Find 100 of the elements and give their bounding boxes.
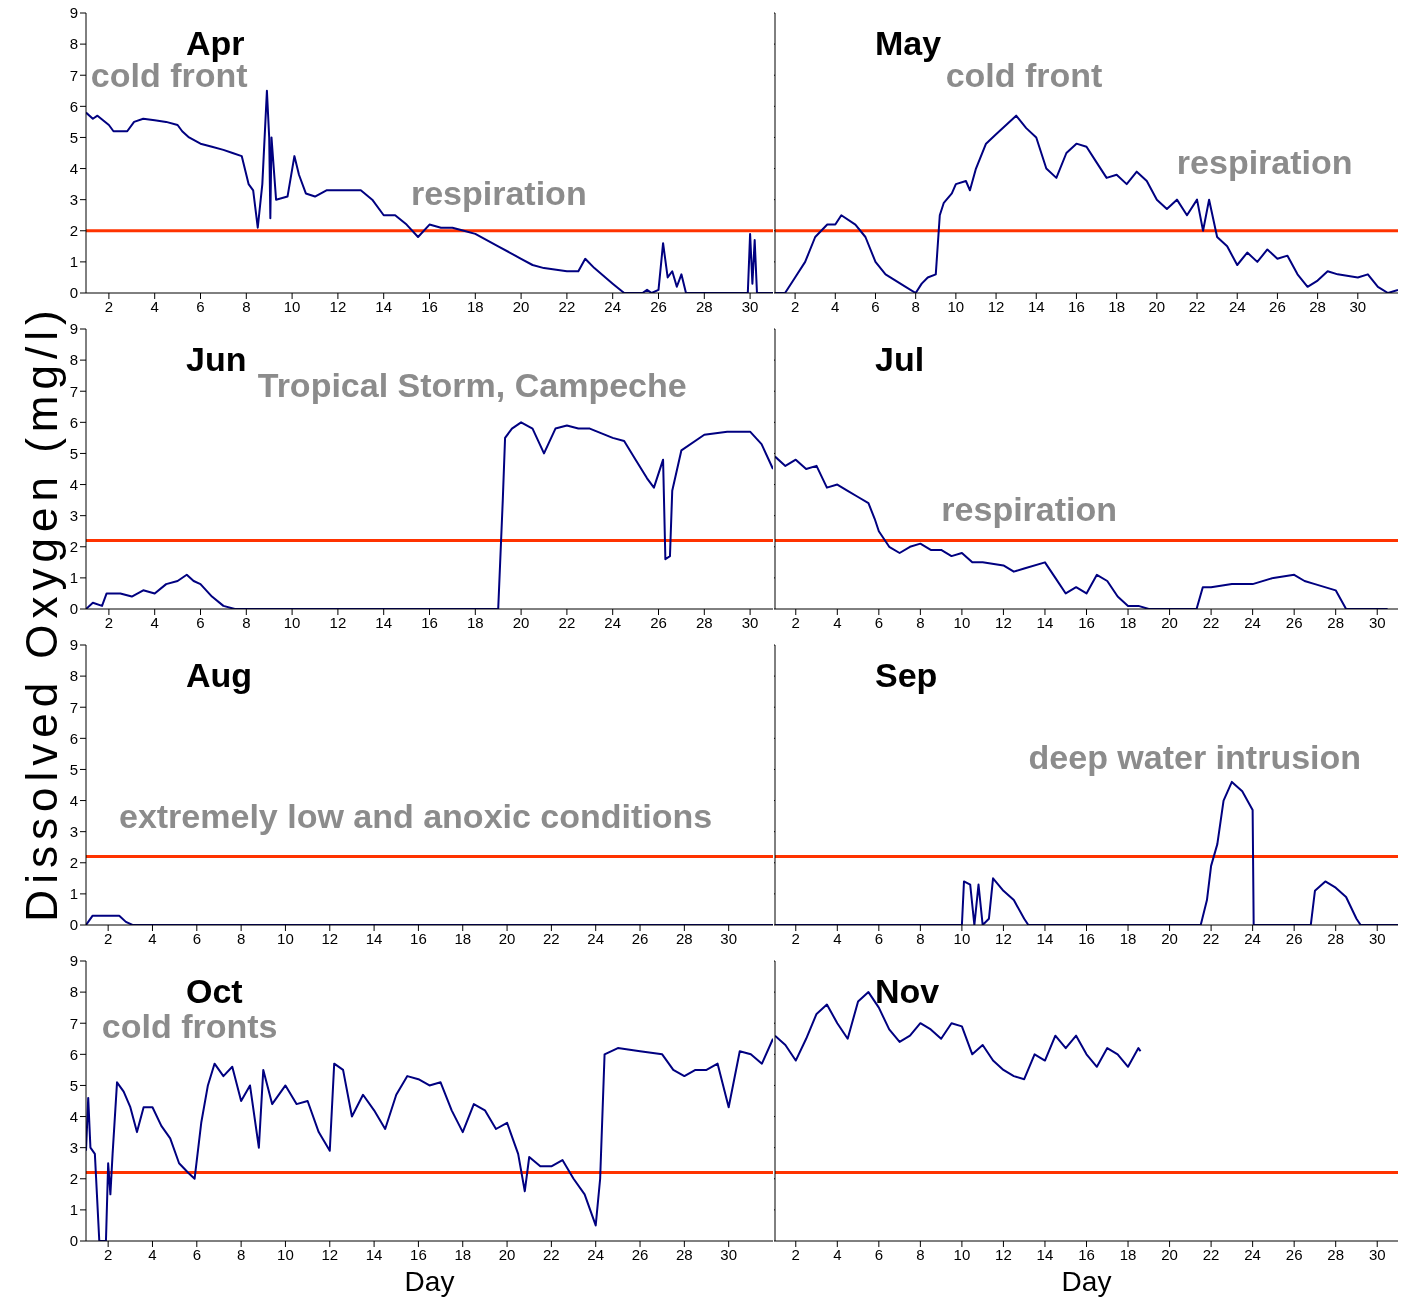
x-tick-label: 24	[1244, 1245, 1261, 1263]
chart-title: Oct	[186, 972, 243, 1010]
x-tick-label: 26	[650, 297, 667, 315]
y-tick-label: 9	[69, 636, 78, 654]
x-axis-title: Day	[1060, 1266, 1113, 1298]
y-tick-label: 2	[69, 222, 78, 240]
y-tick-label: 8	[69, 35, 78, 53]
y-tick-label: 2	[69, 854, 78, 872]
x-tick-label: 20	[1161, 613, 1178, 631]
y-tick-label: 4	[69, 1107, 78, 1125]
x-tick-label: 30	[1368, 1245, 1386, 1263]
x-tick-label: 20	[512, 613, 530, 631]
x-tick-label: 22	[1202, 929, 1220, 947]
x-tick-label: 12	[995, 1245, 1012, 1263]
x-tick-label: 8	[916, 929, 925, 947]
x-tick-label: 18	[454, 1245, 472, 1263]
x-tick-label: 10	[277, 929, 294, 947]
x-tick-label: 30	[1368, 613, 1386, 631]
x-tick-label: 20	[498, 1245, 516, 1263]
chart-title: Jul	[875, 340, 925, 378]
y-tick-label: 7	[69, 698, 78, 716]
x-tick-label: 28	[1327, 929, 1345, 947]
x-tick-label: 10	[953, 929, 971, 947]
x-tick-label: 22	[558, 613, 576, 631]
x-tick-label: 14	[1036, 929, 1054, 947]
x-tick-label: 14	[375, 297, 393, 315]
x-tick-label: 14	[375, 613, 393, 631]
x-tick-label: 30	[720, 1245, 738, 1263]
x-tick-label: 26	[1285, 1245, 1303, 1263]
y-tick-label: 6	[69, 1045, 78, 1063]
x-tick-label: 12	[321, 1245, 339, 1263]
y-tick-label: 1	[69, 569, 78, 587]
x-tick-label: 12	[995, 613, 1012, 631]
x-tick-label: 30	[741, 613, 759, 631]
x-tick-label: 2	[103, 929, 113, 947]
x-tick-label: 18	[1119, 613, 1137, 631]
x-tick-label: 22	[1188, 297, 1206, 315]
y-tick-label: 7	[69, 1014, 78, 1032]
x-tick-label: 18	[466, 613, 484, 631]
y-tick-label: 5	[69, 760, 78, 778]
y-tick-label: 2	[69, 538, 78, 556]
x-tick-label: 4	[831, 297, 840, 315]
x-tick-label: 20	[512, 297, 530, 315]
x-tick-label: 10	[277, 1245, 294, 1263]
x-tick-label: 26	[1285, 929, 1303, 947]
x-tick-label: 12	[321, 929, 339, 947]
x-tick-label: 8	[916, 613, 925, 631]
x-tick-label: 20	[1161, 1245, 1178, 1263]
chart-title: Jun	[186, 340, 247, 378]
x-tick-label: 2	[104, 613, 114, 631]
x-tick-label: 14	[1036, 1245, 1054, 1263]
x-tick-label: 18	[466, 297, 484, 315]
y-tick-label: 1	[69, 885, 78, 903]
x-tick-label: 8	[242, 613, 251, 631]
y-tick-label: 3	[69, 506, 78, 524]
x-tick-label: 6	[874, 613, 884, 631]
x-tick-label: 26	[631, 929, 649, 947]
annotation: respiration	[1176, 143, 1353, 182]
annotation: cold fronts	[101, 1007, 278, 1046]
x-tick-label: 14	[1027, 297, 1045, 315]
x-tick-label: 6	[196, 297, 205, 315]
y-axis-title: Dissolved Oxygen (mg/l)	[17, 304, 67, 922]
chart-title: Sep	[875, 656, 938, 694]
y-tick-label: 8	[69, 351, 78, 369]
y-tick-label: 8	[69, 983, 78, 1001]
x-tick-label: 28	[695, 297, 713, 315]
y-tick-label: 1	[69, 253, 78, 271]
x-tick-label: 30	[1368, 929, 1386, 947]
chart-title: May	[875, 24, 942, 62]
x-tick-label: 24	[1228, 297, 1246, 315]
y-tick-label: 3	[69, 1138, 78, 1156]
x-tick-label: 24	[1244, 613, 1261, 631]
x-tick-label: 10	[953, 1245, 971, 1263]
x-tick-label: 28	[676, 929, 693, 947]
y-tick-label: 0	[69, 916, 78, 934]
x-tick-label: 26	[631, 1245, 649, 1263]
y-tick-label: 4	[69, 475, 78, 493]
x-tick-label: 10	[947, 297, 965, 315]
x-tick-label: 24	[587, 1245, 605, 1263]
x-tick-label: 26	[650, 613, 667, 631]
x-tick-label: 8	[916, 1245, 925, 1263]
y-tick-label: 4	[69, 159, 78, 177]
x-tick-label: 24	[1244, 929, 1261, 947]
chart-title: Nov	[875, 972, 940, 1010]
x-tick-label: 6	[192, 929, 201, 947]
x-tick-label: 26	[1269, 297, 1286, 315]
x-tick-label: 16	[1078, 613, 1095, 631]
y-tick-label: 9	[69, 952, 78, 970]
chart-title: Aug	[186, 656, 253, 694]
y-tick-label: 4	[69, 791, 78, 809]
annotation: cold front	[945, 56, 1103, 95]
x-tick-label: 22	[1202, 613, 1220, 631]
x-tick-label: 26	[1285, 613, 1303, 631]
x-tick-label: 12	[995, 929, 1012, 947]
x-tick-label: 6	[871, 297, 880, 315]
x-tick-label: 30	[741, 297, 759, 315]
y-tick-label: 6	[69, 97, 78, 115]
y-tick-label: 6	[69, 729, 78, 747]
annotation: Tropical Storm, Campeche	[257, 366, 687, 404]
y-tick-label: 9	[69, 320, 78, 338]
